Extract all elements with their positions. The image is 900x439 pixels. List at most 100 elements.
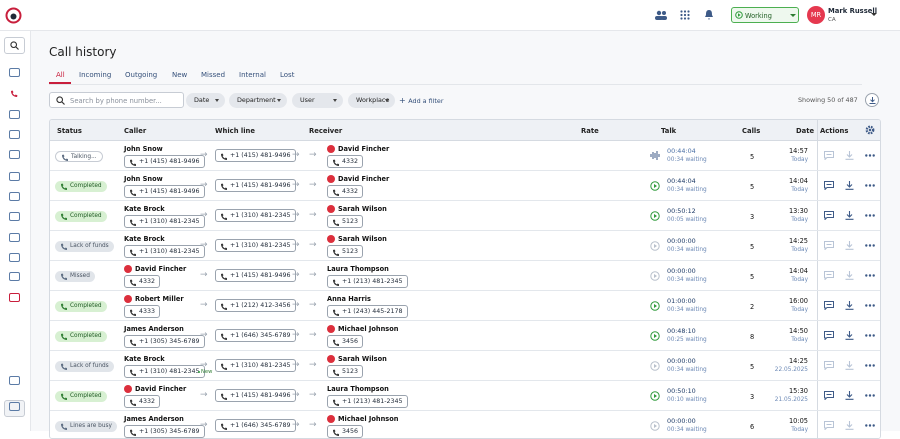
receiver-phone[interactable]: 5123 [327, 215, 364, 228]
nav-icon[interactable] [9, 172, 20, 181]
arrow: → [309, 360, 317, 370]
table-row[interactable]: Lines are busy James Anderson +1 (305) 345… [50, 411, 880, 438]
caller-name: Kate Brock [124, 355, 165, 363]
download-button [845, 331, 854, 340]
filter-dropdown[interactable]: Date [186, 93, 225, 108]
receiver-phone[interactable]: 4332 [327, 185, 364, 198]
caller-phone[interactable]: +1 (305) 345-6789 [124, 335, 205, 348]
status-select[interactable]: Working [731, 7, 799, 23]
search-input[interactable]: Search by phone number... [49, 92, 184, 108]
column-header: Caller [124, 127, 147, 135]
nav-icon[interactable] [9, 192, 20, 201]
phone-icon [130, 159, 136, 166]
tab[interactable]: Incoming [79, 71, 112, 79]
talking-wave [650, 151, 660, 160]
line-phone[interactable]: +1 (310) 481-2345 [215, 359, 296, 372]
nav-icon[interactable] [9, 110, 20, 119]
line-phone[interactable]: +1 (646) 345-6789 [215, 419, 296, 432]
talk-time: 00:50:12 [667, 207, 696, 215]
caller-phone[interactable]: 4332 [124, 275, 161, 288]
receiver-phone[interactable]: +1 (213) 481-2345 [327, 395, 408, 408]
receiver-phone[interactable]: 3456 [327, 425, 364, 438]
caller-phone[interactable]: +1 (310) 481-2345 [124, 365, 205, 378]
status-icon [61, 303, 67, 310]
search-nav[interactable] [4, 37, 25, 54]
nav-icon[interactable] [9, 272, 20, 281]
tab[interactable]: New [172, 71, 188, 79]
nav-icon[interactable] [9, 233, 20, 242]
arrow: → [309, 420, 317, 430]
waiting-time: 00:34 waiting [667, 307, 707, 313]
caller-phone[interactable]: 4333 [124, 305, 161, 318]
line-phone[interactable]: +1 (415) 481-9496 [215, 149, 296, 162]
status-icon [61, 243, 67, 250]
receiver-phone[interactable]: 5123 [327, 365, 364, 378]
caller-phone[interactable]: +1 (415) 481-9496 [124, 185, 205, 198]
arrow: → [292, 330, 300, 340]
nav-icon[interactable] [9, 293, 20, 302]
table-row[interactable]: Completed David Fincher 4332 → +1 (415) 481-… [50, 381, 880, 411]
caller-name: John Snow [124, 145, 163, 153]
table-row[interactable]: Missed David Fincher 4332 → +1 (415) 481-949… [50, 261, 880, 291]
notifications-icon[interactable] [704, 9, 714, 21]
calls-count: 5 [750, 363, 755, 371]
tab[interactable]: Missed [201, 71, 226, 79]
talk-time: 00:44:04 [667, 147, 696, 155]
line-phone[interactable]: +1 (415) 481-9496 [215, 389, 296, 402]
nav-icon[interactable] [9, 253, 20, 262]
user-menu-caret[interactable] [871, 13, 877, 17]
arrow: → [309, 210, 317, 220]
arrow: → [292, 210, 300, 220]
receiver-phone[interactable]: +1 (213) 481-2345 [327, 275, 408, 288]
line-phone[interactable]: +1 (646) 345-6789 [215, 329, 296, 342]
caller-phone[interactable]: +1 (305) 345-6789 [124, 425, 205, 438]
nav-icon[interactable] [9, 376, 20, 385]
receiver-phone[interactable]: +1 (243) 445-2178 [327, 305, 408, 318]
filter-dropdown[interactable]: Department [229, 93, 287, 108]
table-row[interactable]: Lack of funds Kate Brock +1 (310) 481-2345… [50, 231, 880, 261]
table-row[interactable]: Completed John Snow +1 (415) 481-9496 → +1 (… [50, 171, 880, 201]
filter-dropdown[interactable]: Workplace [348, 93, 395, 108]
line-phone[interactable]: +1 (212) 412-3456 [215, 299, 296, 312]
status-text: Working [745, 11, 772, 20]
table-row[interactable]: Lack of funds Kate Brock +1 (310) 481-2345… [50, 351, 880, 381]
contacts-icon[interactable] [655, 10, 667, 20]
line-phone[interactable]: +1 (310) 481-2345 [215, 239, 296, 252]
tab[interactable]: All [56, 71, 65, 79]
receiver-phone[interactable]: 5123 [327, 245, 364, 258]
nav-icon[interactable] [9, 150, 20, 159]
tab[interactable]: Internal [239, 71, 266, 79]
nav-icon[interactable] [9, 212, 20, 221]
filter-dropdown[interactable]: User [292, 93, 343, 108]
caller-phone[interactable]: +1 (415) 481-9496 [124, 155, 205, 168]
table-row[interactable]: Completed Kate Brock +1 (310) 481-2345 → +1 … [50, 201, 880, 231]
table-row[interactable]: Completed Robert Miller 4333 → +1 (212) 412-… [50, 291, 880, 321]
nav-icon[interactable] [9, 68, 20, 77]
arrow: → [200, 150, 208, 160]
arrow: → [200, 300, 208, 310]
nav-icon[interactable] [9, 130, 20, 139]
tab[interactable]: Lost [280, 71, 295, 79]
add-filter[interactable]: + Add a filter [399, 96, 444, 105]
caller-phone[interactable]: 4332 [124, 395, 161, 408]
line-phone[interactable]: +1 (310) 481-2345 [215, 209, 296, 222]
dialpad-icon[interactable] [680, 10, 690, 20]
arrow: → [200, 240, 208, 250]
receiver-phone[interactable]: 4332 [327, 155, 364, 168]
status-badge: Completed [55, 211, 107, 222]
nav-icon[interactable] [9, 402, 20, 411]
export-button[interactable] [865, 93, 879, 107]
phone-icon [221, 333, 227, 340]
table-row[interactable]: Talking... John Snow +1 (415) 481-9496 → +1 … [50, 141, 880, 171]
download-button [845, 421, 854, 430]
table-row[interactable]: Completed James Anderson +1 (305) 345-6789… [50, 321, 880, 351]
tab[interactable]: Outgoing [125, 71, 158, 79]
call-table: Status Caller Which line Receiver Rate Talk Ca… [49, 119, 881, 439]
line-phone[interactable]: +1 (415) 481-9496 [215, 269, 296, 282]
receiver-phone[interactable]: 3456 [327, 335, 364, 348]
caller-phone[interactable]: +1 (310) 481-2345 [124, 245, 205, 258]
line-phone[interactable]: +1 (415) 481-9496 [215, 179, 296, 192]
user-name[interactable]: Mark Russell [828, 7, 878, 15]
caller-phone[interactable]: +1 (310) 481-2345 [124, 215, 205, 228]
user-avatar[interactable]: MR [807, 6, 825, 24]
